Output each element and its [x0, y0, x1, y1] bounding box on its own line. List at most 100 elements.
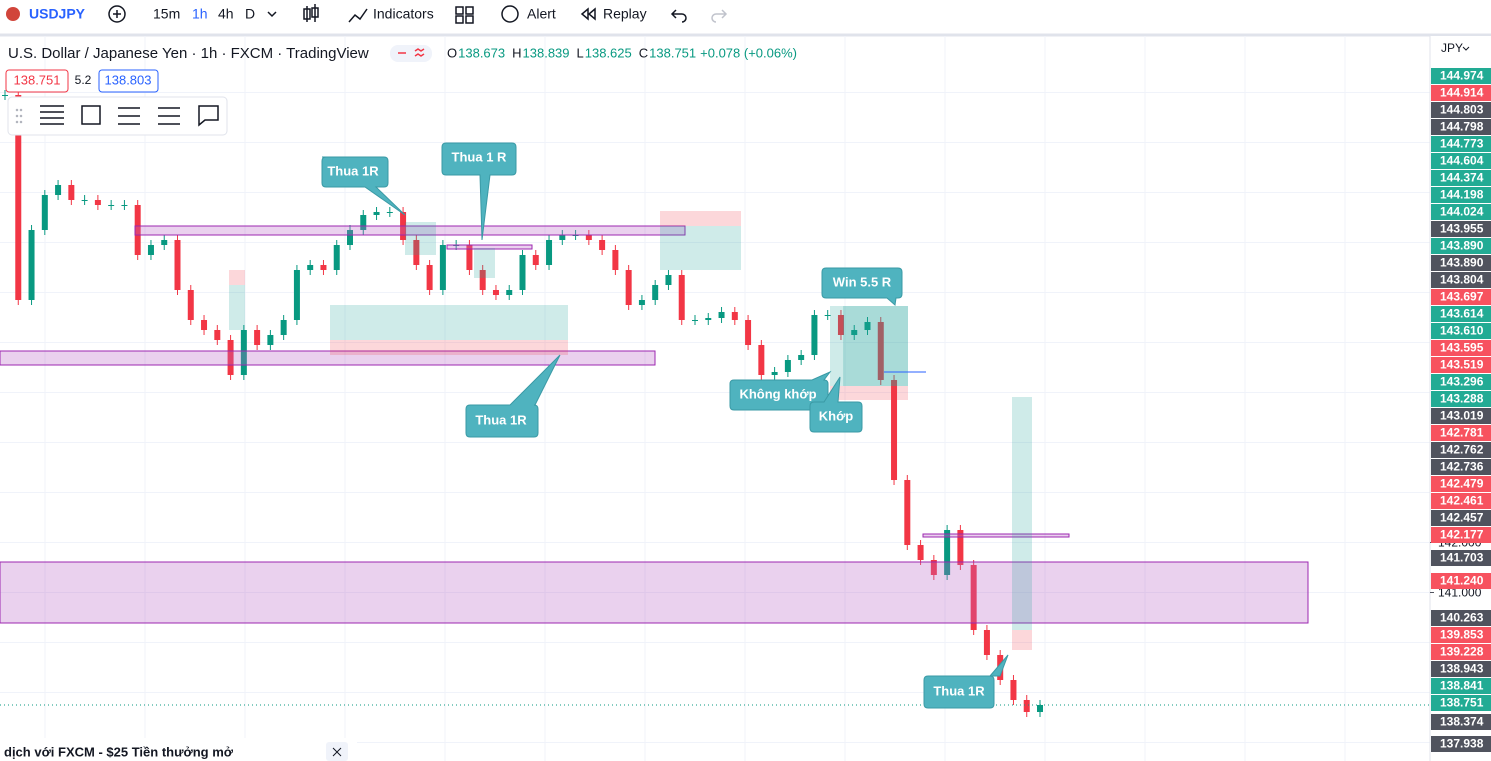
candle-body: [585, 235, 592, 240]
candle-body: [161, 240, 168, 245]
currency-dropdown[interactable]: [1462, 46, 1470, 51]
stop-zone[interactable]: [229, 270, 245, 285]
candle-body: [957, 530, 964, 565]
indicators[interactable]: Indicators: [373, 6, 434, 22]
add-symbol[interactable]: [108, 5, 126, 23]
price-tag: [1431, 255, 1491, 271]
callout-text: Thua 1R: [327, 163, 379, 178]
candle-body: [492, 290, 499, 295]
callout[interactable]: [821, 267, 903, 306]
candle-body: [824, 315, 831, 316]
zone[interactable]: [134, 225, 686, 236]
candle-body: [267, 335, 274, 345]
candle-body: [864, 322, 871, 330]
callout-text: Thua 1R: [475, 412, 527, 427]
candle-body: [55, 185, 62, 195]
interval-dropdown[interactable]: [267, 11, 277, 18]
price-tag-label: 144.604: [1440, 154, 1484, 168]
zone[interactable]: [0, 561, 1309, 624]
price-tag: [1431, 221, 1491, 237]
callout-text: Khớp: [819, 408, 854, 423]
target-zone[interactable]: [660, 226, 741, 270]
redo[interactable]: [711, 9, 728, 23]
interval[interactable]: D: [245, 6, 255, 22]
price-tag: [1431, 695, 1491, 711]
callout[interactable]: [321, 156, 406, 216]
tool-icon[interactable]: [198, 105, 219, 127]
price-tag: [1431, 476, 1491, 492]
drag-handle[interactable]: [15, 108, 23, 124]
price-tag-label: 144.024: [1440, 205, 1484, 219]
target-zone: [843, 306, 908, 386]
callout[interactable]: [923, 654, 1009, 709]
status-pill: [390, 45, 432, 62]
callout[interactable]: [809, 376, 863, 433]
candle-body: [625, 270, 632, 305]
zone[interactable]: [446, 244, 533, 250]
candle-body: [917, 545, 924, 560]
undo[interactable]: [670, 9, 687, 23]
interval[interactable]: 15m: [153, 6, 180, 22]
interval[interactable]: 4h: [218, 6, 234, 22]
candle-body: [665, 275, 672, 285]
stop-zone[interactable]: [1012, 630, 1032, 650]
price-tag-label: 143.019: [1440, 409, 1484, 423]
candle-body: [174, 240, 181, 290]
price-tags: 142.000141.000144.974144.914144.803144.7…: [1430, 68, 1491, 752]
zone[interactable]: [0, 350, 656, 366]
layouts[interactable]: [455, 6, 474, 24]
tool-icon[interactable]: [158, 107, 180, 125]
candle-body: [718, 312, 725, 318]
banner-text[interactable]: dịch với FXCM - $25 Tiền thưởng mở: [4, 744, 234, 759]
price-tag: [1431, 238, 1491, 254]
zone[interactable]: [922, 533, 1070, 538]
stop-zone[interactable]: [660, 211, 741, 226]
ask-box[interactable]: [98, 69, 159, 93]
y-tick-label: 141.000: [1438, 586, 1482, 600]
tool-icon[interactable]: [81, 105, 101, 125]
interval[interactable]: 1h: [192, 6, 208, 22]
candle-body: [227, 340, 234, 375]
ohlc-value: 138.839: [523, 45, 570, 60]
target-zone[interactable]: [474, 248, 495, 278]
bid-box[interactable]: [5, 69, 69, 93]
price-tag: [1431, 272, 1491, 288]
target-zone[interactable]: [229, 285, 245, 330]
indicators-icon: [348, 8, 368, 23]
price-tag-label: 142.736: [1440, 460, 1484, 474]
candle-body: [944, 530, 951, 575]
price-tag-label: 143.614: [1440, 307, 1484, 321]
price-tag-label: 141.240: [1440, 574, 1484, 588]
callout[interactable]: [465, 354, 561, 438]
price-tag-label: 144.773: [1440, 137, 1484, 151]
price-tag: [1431, 102, 1491, 118]
candle-body: [201, 320, 208, 330]
callout[interactable]: [441, 142, 517, 241]
symbol[interactable]: USDJPY: [29, 6, 86, 22]
price-tag: [1431, 289, 1491, 305]
stop-zone[interactable]: [830, 386, 908, 400]
candle-body: [360, 215, 367, 230]
tool-icon[interactable]: [40, 105, 64, 125]
alert-icon: [501, 5, 519, 23]
stop-zone[interactable]: [330, 340, 568, 355]
change: +0.078 (+0.06%): [700, 45, 797, 60]
replay[interactable]: Replay: [603, 6, 647, 22]
price-tag: [1431, 204, 1491, 220]
alert[interactable]: Alert: [527, 6, 556, 22]
chart-type[interactable]: [303, 4, 319, 22]
price-tag: [1431, 736, 1491, 752]
price-tag-label: 142.457: [1440, 511, 1484, 525]
candle-body: [745, 320, 752, 345]
target-zone[interactable]: [405, 222, 436, 255]
target-zone[interactable]: [330, 305, 568, 340]
target-zone[interactable]: [1012, 397, 1032, 630]
candle-body: [94, 200, 101, 205]
price-tag-label: 144.798: [1440, 120, 1484, 134]
tool-icon[interactable]: [118, 107, 140, 125]
price-tag: [1431, 374, 1491, 390]
candle-body: [652, 285, 659, 300]
currency[interactable]: JPY: [1441, 41, 1463, 55]
candle-body: [891, 380, 898, 480]
target-zone[interactable]: [830, 306, 908, 386]
